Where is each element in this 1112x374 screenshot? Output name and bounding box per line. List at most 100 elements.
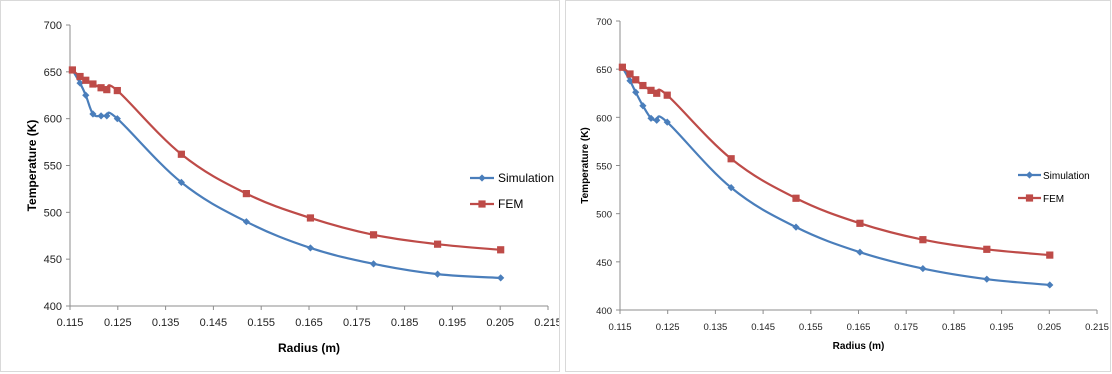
y-tick-label: 550 <box>596 162 612 173</box>
y-tick-label: 500 <box>596 210 612 221</box>
data-point-fem <box>369 231 378 239</box>
data-point-fem <box>177 150 185 158</box>
x-tick-label: 0.145 <box>200 317 228 329</box>
x-tick-label: 0.205 <box>486 317 514 329</box>
data-point-simulation <box>727 184 735 192</box>
chart-panel-left: 400 450 500 550 600 650 700 0.115 0.125 0.135 0.14… <box>0 0 560 372</box>
data-point-fem <box>632 76 640 84</box>
data-point-simulation <box>639 102 647 110</box>
data-point-fem <box>618 63 626 71</box>
x-tick-label: 0.195 <box>990 322 1014 333</box>
y-tick-label: 650 <box>44 67 62 79</box>
y-tick-label: 500 <box>44 207 62 219</box>
data-point-fem <box>306 214 315 222</box>
data-point-simulation <box>919 264 927 273</box>
data-point-simulation <box>113 115 121 123</box>
data-point-simulation <box>103 112 111 120</box>
data-point-fem <box>663 91 671 99</box>
data-point-fem <box>113 86 121 95</box>
x-tick-label: 0.175 <box>343 317 371 329</box>
data-point-fem <box>89 80 97 88</box>
x-tick-label: 0.155 <box>247 317 275 329</box>
data-point-simulation <box>632 88 640 96</box>
data-point-simulation <box>647 114 655 122</box>
x-tick-label: 0.175 <box>894 322 918 333</box>
x-tick-label: 0.165 <box>847 322 871 333</box>
data-point-simulation <box>242 218 250 226</box>
data-point-fem <box>242 190 250 198</box>
legend-label: FEM <box>1043 194 1064 205</box>
x-tick-label: 0.205 <box>1037 322 1061 333</box>
data-point-fem <box>68 66 76 74</box>
y-tick-label: 450 <box>44 254 62 266</box>
data-point-fem <box>639 81 647 90</box>
series-simulation <box>618 63 1054 289</box>
chart-panel-right: 400 450 500 550 600 650 700 0.115 0.125 0.135 0.14… <box>565 0 1111 372</box>
y-axis-title: Temperature (K) <box>580 127 591 204</box>
y-tick-label: 600 <box>596 113 612 124</box>
x-tick-label: 0.185 <box>391 317 419 329</box>
data-point-simulation <box>433 270 442 278</box>
data-point-simulation <box>653 116 661 124</box>
data-point-simulation <box>306 244 315 252</box>
data-point-fem <box>792 194 800 202</box>
data-point-fem <box>919 236 927 244</box>
x-tick-label: 0.215 <box>534 317 559 329</box>
y-tick-label: 400 <box>44 301 62 313</box>
y-tick-label: 650 <box>596 65 612 76</box>
data-point-fem <box>76 72 84 81</box>
y-tick-label: 450 <box>596 258 612 269</box>
data-point-fem <box>97 84 105 92</box>
legend-marker <box>478 174 486 182</box>
x-tick-label: 0.145 <box>751 322 775 333</box>
x-tick-label: 0.115 <box>608 322 631 333</box>
data-point-fem <box>653 89 661 97</box>
chart-left: 400 450 500 550 600 650 700 0.115 0.125 0.135 0.14… <box>25 20 559 355</box>
legend-marker <box>478 200 486 208</box>
x-tick-label: 0.165 <box>295 317 323 329</box>
y-tick-label: 550 <box>44 161 62 173</box>
legend-label: Simulation <box>498 171 554 185</box>
series-fem <box>618 63 1054 259</box>
x-tick-label: 0.135 <box>152 317 180 329</box>
y-axis-title: Temperature (K) <box>25 120 39 212</box>
x-tick-label: 0.125 <box>656 322 680 333</box>
data-point-fem <box>82 76 90 84</box>
data-point-fem <box>983 245 991 253</box>
series-line-fem <box>621 66 1050 257</box>
x-tick-label: 0.155 <box>799 322 823 333</box>
legend-entry-fem: FEM <box>1018 194 1064 205</box>
legend-label: Simulation <box>1043 171 1090 182</box>
data-point-fem <box>727 155 735 163</box>
x-tick-label: 0.195 <box>439 317 467 329</box>
data-point-simulation <box>983 275 991 283</box>
data-point-fem <box>433 240 442 248</box>
data-point-simulation <box>856 248 864 256</box>
legend-marker <box>1025 194 1034 202</box>
data-point-simulation <box>177 178 185 186</box>
x-tick-label: 0.115 <box>57 317 84 329</box>
data-point-fem <box>497 246 505 254</box>
y-tick-label: 700 <box>596 17 612 28</box>
y-tick-label: 600 <box>44 114 62 126</box>
x-axis-title: Radius (m) <box>278 341 340 355</box>
data-point-simulation <box>76 79 84 87</box>
data-point-fem <box>856 219 864 227</box>
data-point-simulation <box>792 223 800 231</box>
data-point-simulation <box>1046 281 1054 289</box>
legend-entry-simulation: Simulation <box>470 171 554 185</box>
chart-right: 400 450 500 550 600 650 700 0.115 0.125 0.135 0.14… <box>580 17 1109 352</box>
series-simulation <box>68 66 505 282</box>
data-point-simulation <box>89 110 97 118</box>
data-point-fem <box>1046 251 1054 259</box>
data-point-simulation <box>97 112 105 120</box>
x-tick-label: 0.135 <box>704 322 728 333</box>
data-point-simulation <box>497 274 505 282</box>
data-point-simulation <box>82 91 90 99</box>
legend-entry-fem: FEM <box>470 197 523 211</box>
x-axis-title: Radius (m) <box>833 341 885 352</box>
legend-marker <box>1025 171 1034 179</box>
legend-label: FEM <box>498 197 523 211</box>
data-point-fem <box>626 70 634 78</box>
x-tick-label: 0.215 <box>1085 322 1109 333</box>
